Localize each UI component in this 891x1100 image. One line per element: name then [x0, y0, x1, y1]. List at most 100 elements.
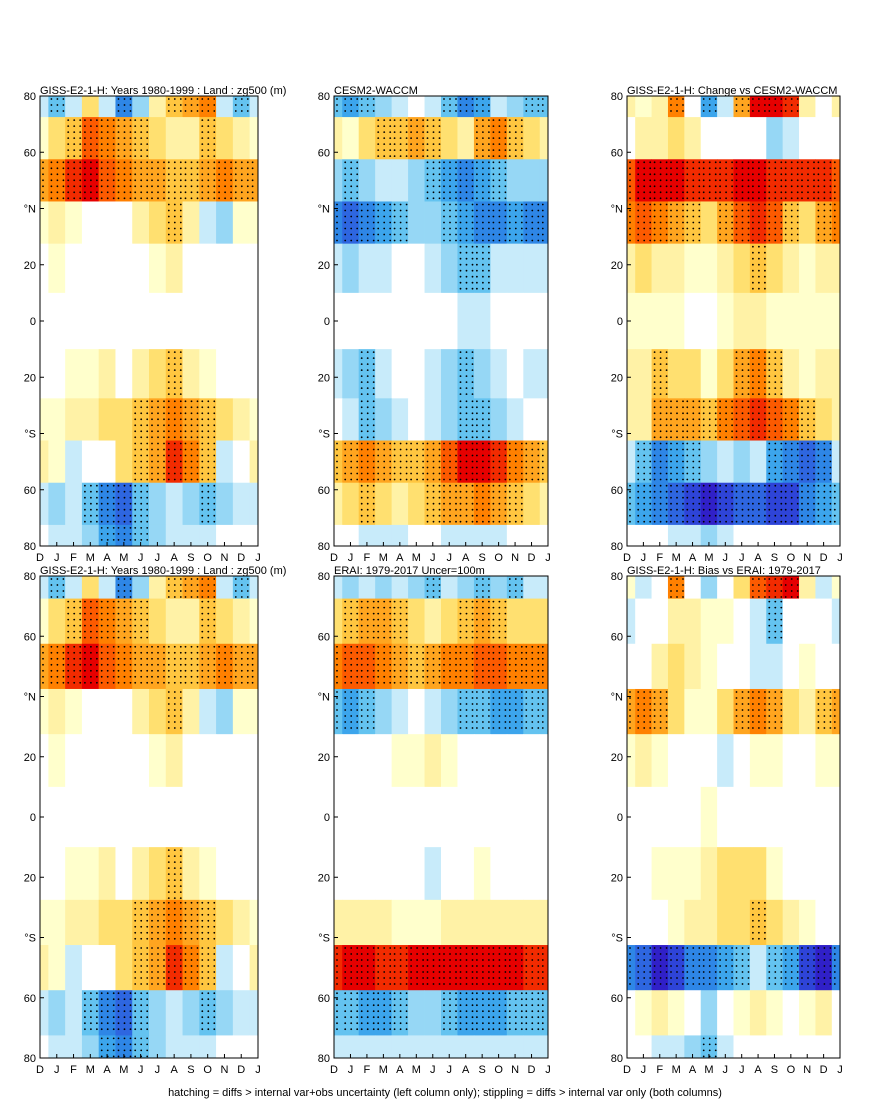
stipple-dot — [525, 645, 528, 648]
stipple-dot — [173, 363, 176, 365]
stipple-dot — [344, 478, 347, 481]
stipple-dot — [465, 424, 468, 427]
stipple-dot — [476, 612, 478, 615]
heatmap-cell — [441, 349, 458, 399]
stipple-dot — [514, 983, 517, 985]
stipple-dot — [449, 203, 451, 206]
stipple-dot — [508, 514, 511, 517]
stipple-dot — [465, 203, 468, 206]
stipple-dot — [537, 98, 540, 100]
stipple-dot — [455, 215, 457, 218]
stipple-dot — [234, 110, 237, 112]
heatmap-cell — [232, 524, 251, 547]
stipple-dot — [117, 539, 120, 541]
stipple-dot — [520, 947, 523, 949]
stipple-dot — [207, 624, 210, 627]
stipple-dot — [471, 239, 474, 242]
stipple-dot — [399, 983, 402, 985]
stipple-dot — [520, 590, 523, 592]
heatmap-cell — [199, 524, 217, 547]
stipple-dot — [201, 155, 204, 158]
stipple-dot — [218, 179, 221, 182]
stipple-dot — [476, 227, 478, 230]
stipple-dot — [79, 651, 82, 654]
stipple-dot — [366, 233, 369, 236]
stipple-dot — [377, 233, 380, 236]
stipple-dot — [157, 454, 159, 457]
stipple-dot — [167, 919, 170, 922]
heatmap-cell — [165, 786, 183, 848]
stipple-dot — [62, 185, 65, 188]
stipple-dot — [443, 454, 445, 457]
heatmap-cell — [782, 292, 800, 350]
stipple-dot — [240, 651, 243, 654]
heatmap-cell — [232, 688, 251, 735]
stipple-dot — [207, 400, 210, 403]
stipple-dot — [146, 998, 149, 1001]
stipple-dot — [336, 472, 338, 475]
heatmap-cell — [766, 349, 784, 399]
stipple-dot — [459, 983, 462, 985]
stipple-dot — [708, 110, 711, 112]
stipple-dot — [459, 484, 462, 487]
stipple-dot — [525, 478, 528, 481]
stipple-dot — [344, 98, 347, 100]
heatmap-cell — [684, 349, 702, 399]
stipple-dot — [336, 977, 338, 979]
x-tick-label: S — [187, 552, 194, 564]
stipple-dot — [79, 161, 82, 164]
stipple-dot — [405, 143, 408, 146]
stipple-dot — [90, 490, 92, 493]
heatmap-cell — [149, 1035, 167, 1059]
stipple-dot — [459, 977, 462, 979]
x-tick-label: S — [187, 1064, 194, 1076]
stipple-dot — [488, 965, 490, 967]
stipple-dot — [383, 965, 386, 967]
stipple-dot — [449, 173, 451, 176]
heatmap-cell — [539, 1035, 549, 1059]
y-tick-label: 20 — [24, 872, 36, 884]
stipple-dot — [140, 466, 143, 469]
stipple-dot — [492, 1016, 495, 1019]
stipple-dot — [167, 203, 170, 206]
stipple-dot — [488, 651, 490, 654]
stipple-dot — [525, 104, 528, 106]
stipple-dot — [336, 721, 338, 723]
stipple-dot — [356, 965, 359, 967]
stipple-dot — [482, 584, 484, 586]
stipple-dot — [432, 578, 435, 580]
stipple-dot — [50, 578, 53, 580]
stipple-dot — [196, 596, 199, 598]
heatmap-cell — [408, 786, 425, 848]
stipple-dot — [372, 947, 375, 949]
stipple-dot — [173, 185, 176, 188]
stipple-dot — [476, 651, 478, 654]
stipple-dot — [134, 484, 137, 487]
stipple-dot — [465, 691, 468, 693]
stipple-dot — [649, 173, 652, 176]
stipple-dot — [476, 1028, 478, 1031]
stipple-dot — [184, 400, 187, 403]
heatmap-cell — [490, 786, 508, 848]
stipple-dot — [459, 179, 462, 182]
stipple-dot — [449, 167, 451, 170]
heatmap-cell — [182, 847, 200, 901]
stipple-dot — [389, 1004, 392, 1007]
stipple-dot — [465, 624, 468, 627]
stipple-dot — [449, 1022, 451, 1025]
stipple-dot — [112, 161, 115, 164]
stipple-dot — [42, 681, 44, 684]
stipple-dot — [702, 98, 705, 100]
stipple-dot — [196, 675, 199, 678]
stipple-dot — [492, 149, 495, 152]
heatmap-cell — [651, 524, 669, 547]
stipple-dot — [399, 233, 402, 236]
stipple-dot — [140, 630, 143, 633]
stipple-dot — [213, 913, 216, 916]
stipple-dot — [350, 600, 353, 603]
stipple-dot — [344, 977, 347, 979]
stipple-dot — [735, 110, 738, 112]
heatmap-cell — [182, 201, 200, 245]
heatmap-cell — [65, 847, 83, 901]
stipple-dot — [476, 245, 478, 248]
